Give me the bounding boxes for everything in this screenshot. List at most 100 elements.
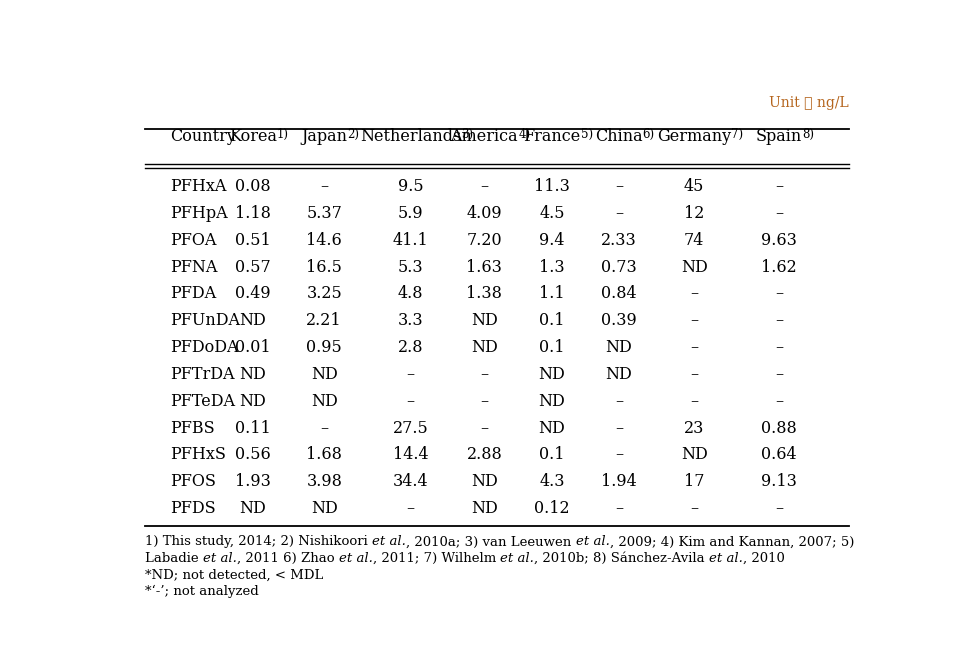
Text: PFBS: PFBS: [170, 419, 214, 437]
Text: et al.: et al.: [372, 535, 406, 549]
Text: 0.84: 0.84: [601, 285, 636, 302]
Text: et al.: et al.: [708, 552, 742, 565]
Text: –: –: [480, 419, 488, 437]
Text: –: –: [774, 339, 782, 356]
Text: 1.1: 1.1: [539, 285, 564, 302]
Text: 1) This study, 2014; 2) Nishikoori: 1) This study, 2014; 2) Nishikoori: [145, 535, 372, 549]
Text: –: –: [614, 500, 622, 517]
Text: 0.12: 0.12: [534, 500, 569, 517]
Text: ND: ND: [310, 500, 337, 517]
Text: –: –: [614, 178, 622, 195]
Text: ND: ND: [605, 339, 632, 356]
Text: –: –: [480, 393, 488, 410]
Text: 2.8: 2.8: [397, 339, 423, 356]
Text: 12: 12: [683, 205, 703, 222]
Text: –: –: [406, 393, 415, 410]
Text: , 2010b; 8) Sánchez-Avila: , 2010b; 8) Sánchez-Avila: [534, 552, 708, 565]
Text: 5.37: 5.37: [306, 205, 342, 222]
Text: ND: ND: [680, 259, 706, 275]
Text: ND: ND: [605, 366, 632, 383]
Text: 5.3: 5.3: [397, 259, 423, 275]
Text: 14.6: 14.6: [306, 232, 342, 249]
Text: PFDS: PFDS: [170, 500, 215, 517]
Text: –: –: [406, 500, 415, 517]
Text: 0.88: 0.88: [761, 419, 797, 437]
Text: ND: ND: [471, 339, 497, 356]
Text: 0.57: 0.57: [234, 259, 270, 275]
Text: 4.09: 4.09: [466, 205, 502, 222]
Text: PFHpA: PFHpA: [170, 205, 228, 222]
Text: , 2009; 4) Kim and Kannan, 2007; 5): , 2009; 4) Kim and Kannan, 2007; 5): [609, 535, 853, 549]
Text: 7): 7): [731, 128, 742, 141]
Text: , 2011 6) Zhao: , 2011 6) Zhao: [236, 552, 338, 565]
Text: 0.01: 0.01: [234, 339, 270, 356]
Text: ND: ND: [538, 366, 565, 383]
Text: et al.: et al.: [338, 552, 372, 565]
Text: 1.18: 1.18: [234, 205, 270, 222]
Text: PFTeDA: PFTeDA: [170, 393, 234, 410]
Text: ND: ND: [538, 419, 565, 437]
Text: –: –: [480, 366, 488, 383]
Text: ND: ND: [239, 393, 266, 410]
Text: 1.93: 1.93: [234, 473, 270, 490]
Text: 17: 17: [683, 473, 703, 490]
Text: 3): 3): [461, 128, 473, 141]
Text: –: –: [774, 366, 782, 383]
Text: –: –: [689, 312, 698, 330]
Text: ND: ND: [471, 312, 497, 330]
Text: 0.49: 0.49: [234, 285, 270, 302]
Text: 14.4: 14.4: [392, 446, 428, 464]
Text: 4.8: 4.8: [397, 285, 423, 302]
Text: France: France: [523, 128, 580, 145]
Text: Germany: Germany: [656, 128, 731, 145]
Text: Labadie: Labadie: [145, 552, 203, 565]
Text: 1.3: 1.3: [539, 259, 564, 275]
Text: PFHxS: PFHxS: [170, 446, 226, 464]
Text: 0.1: 0.1: [539, 446, 564, 464]
Text: –: –: [614, 446, 622, 464]
Text: 0.11: 0.11: [234, 419, 270, 437]
Text: 5): 5): [580, 128, 592, 141]
Text: 0.64: 0.64: [761, 446, 796, 464]
Text: 9.13: 9.13: [761, 473, 797, 490]
Text: Unit ： ng/L: Unit ： ng/L: [768, 96, 848, 110]
Text: PFOS: PFOS: [170, 473, 216, 490]
Text: ND: ND: [239, 366, 266, 383]
Text: 6): 6): [642, 128, 654, 141]
Text: 9.63: 9.63: [761, 232, 797, 249]
Text: et al.: et al.: [203, 552, 236, 565]
Text: 3.25: 3.25: [306, 285, 342, 302]
Text: 1.63: 1.63: [466, 259, 502, 275]
Text: 1.38: 1.38: [466, 285, 502, 302]
Text: ND: ND: [310, 393, 337, 410]
Text: 1): 1): [276, 128, 289, 141]
Text: PFDoDA: PFDoDA: [170, 339, 238, 356]
Text: –: –: [689, 393, 698, 410]
Text: 3.98: 3.98: [306, 473, 342, 490]
Text: 1.68: 1.68: [306, 446, 342, 464]
Text: 0.95: 0.95: [306, 339, 342, 356]
Text: 4): 4): [517, 128, 530, 141]
Text: –: –: [774, 285, 782, 302]
Text: ND: ND: [471, 500, 497, 517]
Text: PFNA: PFNA: [170, 259, 217, 275]
Text: , 2011; 7) Wilhelm: , 2011; 7) Wilhelm: [372, 552, 500, 565]
Text: –: –: [320, 178, 328, 195]
Text: 0.08: 0.08: [234, 178, 270, 195]
Text: 41.1: 41.1: [392, 232, 428, 249]
Text: 2.33: 2.33: [601, 232, 636, 249]
Text: –: –: [689, 366, 698, 383]
Text: PFUnDA: PFUnDA: [170, 312, 240, 330]
Text: –: –: [406, 366, 415, 383]
Text: 9.4: 9.4: [539, 232, 564, 249]
Text: PFDA: PFDA: [170, 285, 216, 302]
Text: 0.1: 0.1: [539, 312, 564, 330]
Text: –: –: [480, 178, 488, 195]
Text: 4.3: 4.3: [539, 473, 564, 490]
Text: et al.: et al.: [575, 535, 609, 549]
Text: 9.5: 9.5: [397, 178, 423, 195]
Text: 0.51: 0.51: [234, 232, 270, 249]
Text: PFHxA: PFHxA: [170, 178, 226, 195]
Text: –: –: [614, 205, 622, 222]
Text: 0.73: 0.73: [601, 259, 636, 275]
